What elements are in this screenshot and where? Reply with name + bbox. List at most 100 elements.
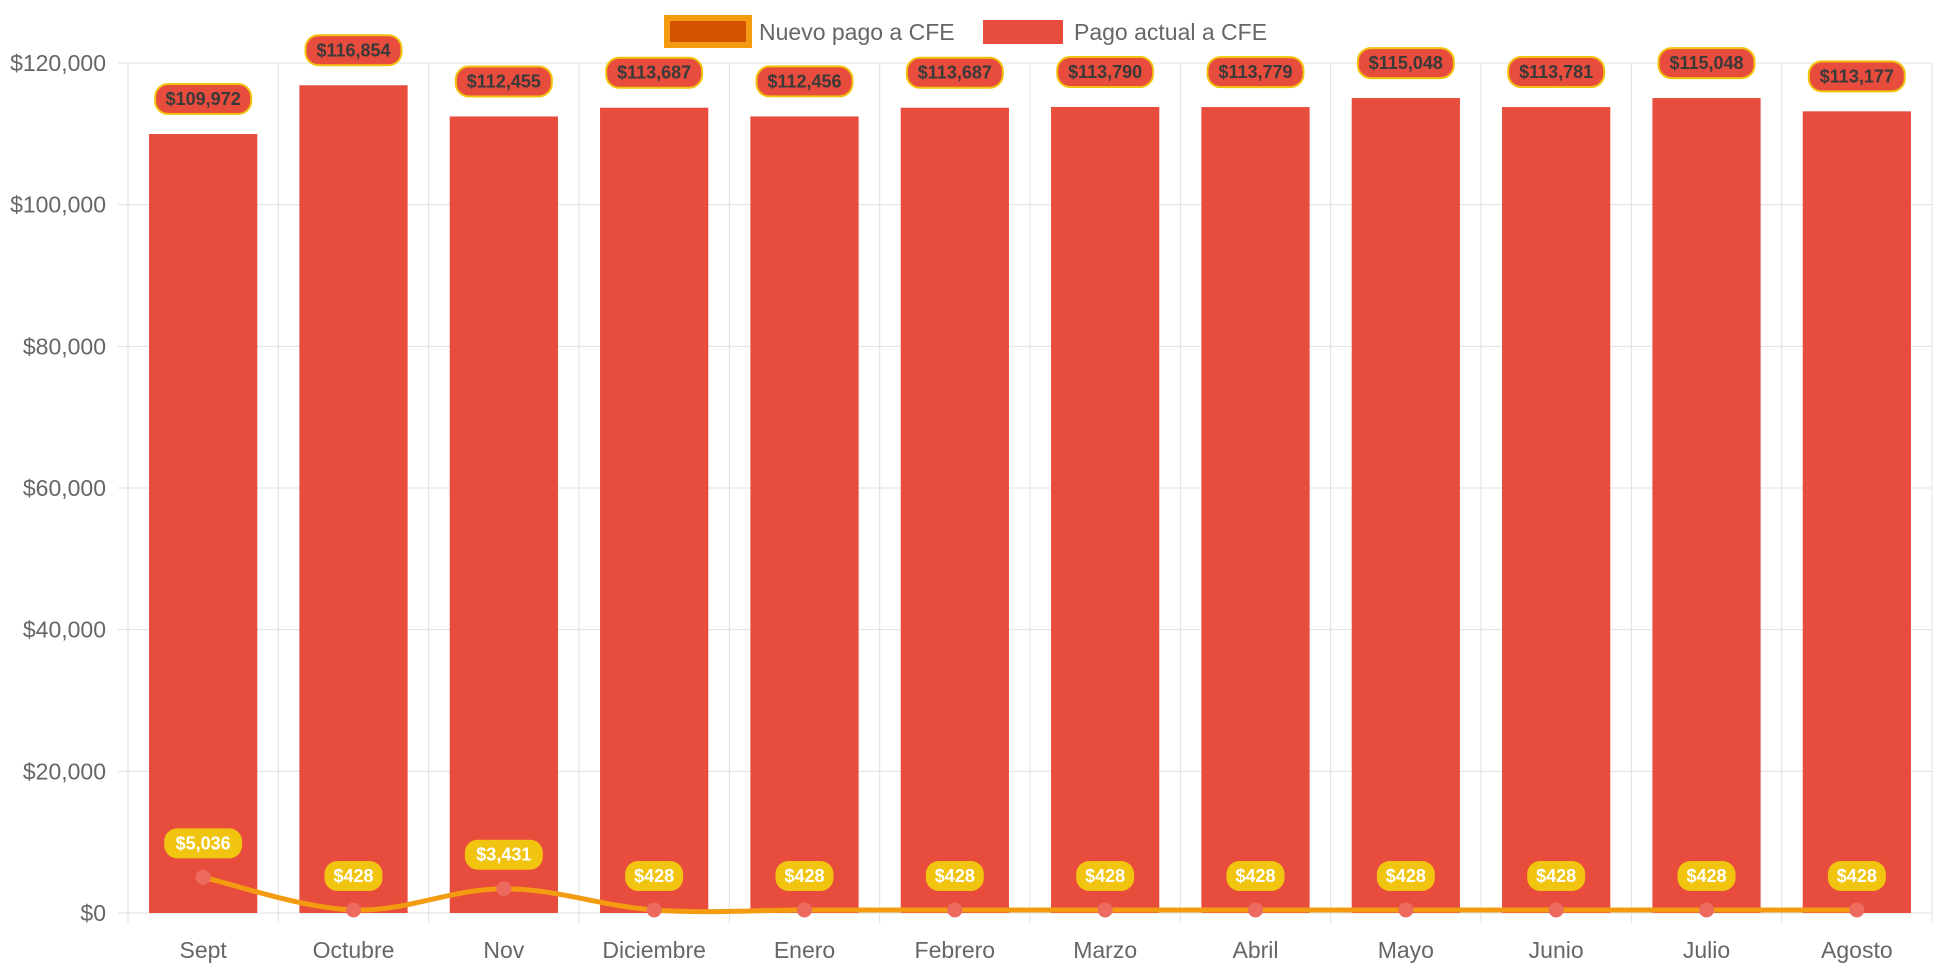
legend-swatch-line (664, 15, 752, 48)
line-data-label: $428 (1235, 866, 1275, 886)
line-series (195, 869, 1865, 918)
bar-data-label: $109,972 (166, 89, 241, 109)
bar-data-label: $113,177 (1820, 66, 1894, 86)
bar[interactable] (449, 116, 558, 914)
line-data-label-bg (164, 828, 243, 859)
bar-data-label: $115,048 (1369, 53, 1443, 73)
bar-data-label: $113,687 (617, 63, 691, 83)
x-tick-label: Octubre (313, 937, 395, 963)
y-tick-label: $60,000 (23, 475, 106, 501)
line-data-label: $428 (784, 866, 824, 886)
legend: Nuevo pago a CFE Pago actual a CFE (664, 15, 1267, 48)
bar[interactable] (1051, 106, 1160, 914)
bar-data-label-bg (1056, 55, 1155, 88)
y-tick-label: $120,000 (10, 50, 106, 76)
grid (118, 62, 1933, 923)
line-data-label-bg (1076, 860, 1135, 891)
bar-data-labels: $109,972 $116,854 $112,455 $113,687 $112,456… (154, 34, 1906, 116)
line-point[interactable] (1398, 902, 1414, 918)
line-data-label-bg (1527, 860, 1586, 891)
x-axis: Sept Octubre Nov Diciembre Enero Febrero Marzo… (180, 937, 1893, 963)
series-line (202, 874, 1857, 915)
x-tick-label: Abril (1232, 937, 1278, 963)
bar-data-label-bg (1807, 60, 1906, 93)
x-tick-label: Sept (180, 937, 228, 963)
line-point[interactable] (1097, 902, 1113, 918)
bar[interactable] (900, 107, 1009, 913)
x-tick-label: Marzo (1073, 937, 1137, 963)
line-point[interactable] (797, 902, 812, 918)
line-data-label-bg (1376, 860, 1435, 891)
line-point[interactable] (1849, 902, 1865, 918)
line-data-label: $428 (1536, 866, 1576, 886)
bar-data-label-bg (905, 56, 1004, 89)
bar-data-label-bg (1356, 47, 1455, 80)
bar-data-label: $112,456 (767, 71, 841, 91)
bar-data-label: $113,790 (1068, 62, 1142, 82)
bar-series (149, 85, 1911, 914)
line-data-labels: $5,036 $428 $3,431 $428 $428 $428 $428 $428 $428… (164, 828, 1886, 891)
bar[interactable] (600, 107, 709, 913)
line-data-label: $428 (333, 866, 373, 886)
line-data-label-bg (464, 839, 543, 870)
bar-data-label-bg (605, 56, 704, 89)
line-point[interactable] (1699, 902, 1714, 918)
bar-data-label: $113,779 (1218, 62, 1292, 82)
y-tick-label: $0 (80, 900, 106, 926)
bar-data-label-bg (755, 65, 854, 98)
legend-swatch-bar (983, 20, 1063, 44)
y-axis: $0 $20,000 $40,000 $60,000 $80,000 $100,000 $1… (10, 50, 106, 926)
line-data-label-bg (625, 860, 684, 891)
line-data-label: $428 (1837, 866, 1877, 886)
x-tick-label: Junio (1529, 937, 1584, 963)
line-data-label: $428 (935, 866, 975, 886)
line-data-label-bg (1677, 860, 1736, 891)
bar[interactable] (299, 85, 408, 913)
bar-data-label: $112,455 (467, 71, 541, 91)
x-tick-label: Mayo (1378, 937, 1434, 963)
x-tick-label: Diciembre (602, 937, 706, 963)
bar-data-label: $113,687 (918, 63, 992, 83)
x-tick-label: Febrero (915, 937, 996, 963)
x-tick-label: Enero (774, 937, 835, 963)
line-point[interactable] (195, 869, 211, 885)
bar[interactable] (1351, 98, 1460, 914)
line-data-label-bg (1827, 860, 1886, 891)
bar[interactable] (1502, 107, 1611, 913)
line-point[interactable] (947, 902, 963, 918)
bar-data-label-bg (1206, 56, 1305, 89)
bar-data-label: $113,781 (1519, 62, 1593, 82)
y-tick-label: $80,000 (23, 333, 106, 359)
line-data-label: $428 (1085, 866, 1125, 886)
line-data-label: $5,036 (176, 833, 231, 853)
bar[interactable] (1201, 107, 1310, 913)
y-tick-label: $40,000 (23, 617, 106, 643)
bar-data-label-bg (454, 65, 553, 98)
x-tick-label: Julio (1683, 937, 1730, 963)
bar[interactable] (1652, 98, 1761, 914)
bar[interactable] (1802, 111, 1911, 913)
bar[interactable] (149, 134, 258, 913)
line-data-label: $428 (1386, 866, 1426, 886)
line-data-label-bg (324, 860, 383, 891)
line-data-label-bg (775, 860, 834, 891)
y-tick-label: $20,000 (23, 758, 106, 784)
legend-label-bar: Pago actual a CFE (1074, 19, 1267, 45)
line-data-label-bg (925, 860, 984, 891)
line-point[interactable] (346, 902, 361, 918)
legend-item-line[interactable]: Nuevo pago a CFE (664, 15, 955, 48)
line-point[interactable] (496, 881, 512, 897)
line-point[interactable] (1548, 902, 1564, 918)
bar-data-label-bg (1507, 56, 1606, 89)
x-tick-label: Nov (483, 937, 524, 963)
legend-item-bar[interactable]: Pago actual a CFE (983, 19, 1267, 45)
bar[interactable] (750, 116, 859, 914)
bar-data-label-bg (1657, 47, 1756, 80)
line-data-label: $428 (634, 866, 674, 886)
line-point[interactable] (646, 902, 662, 918)
line-data-label-bg (1226, 860, 1285, 891)
bar-data-label-bg (304, 34, 403, 67)
y-tick-label: $100,000 (10, 192, 106, 218)
line-point[interactable] (1248, 902, 1263, 918)
